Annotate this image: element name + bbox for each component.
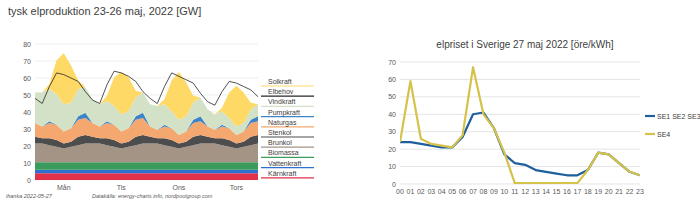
legend-swatch [645, 133, 655, 135]
x-tick-label: 06 [459, 188, 467, 195]
x-tick-label: 00 [396, 188, 404, 195]
x-tick-label: 15 [553, 188, 561, 195]
y-tick-label: 50 [388, 93, 396, 100]
x-tick-label: 11 [511, 188, 518, 195]
x-tick-label: 18 [584, 188, 592, 195]
grid-line [400, 62, 640, 63]
y-tick-label: 40 [388, 111, 396, 118]
legend-swatch [261, 157, 314, 158]
legend-label: Kärnkraft [268, 170, 296, 177]
legend-label: Solkraft [268, 78, 292, 85]
grid-line [400, 166, 640, 167]
title: tysk elproduktion 23-26 maj, 2022 [GW] [8, 5, 201, 17]
y-tick-label: 30 [388, 128, 396, 135]
area [35, 173, 258, 180]
x-tick-label: Tis [117, 184, 127, 191]
area [35, 170, 258, 173]
legend-swatch [261, 136, 314, 137]
area [35, 162, 258, 170]
legend: Solkraft Elbehov Vindkraft Pumpkraft Naturga… [261, 78, 314, 178]
x-tick-label: 08 [480, 188, 488, 195]
x-tick-label: 16 [563, 188, 571, 195]
legend-label: SE1 SE2 SE3 [657, 113, 700, 120]
legend-label: Brunkol [268, 139, 292, 146]
y-tick-label: 20 [23, 143, 31, 150]
x-tick-label: 14 [542, 188, 550, 195]
grid-line [400, 96, 640, 97]
annotation: ihanka 2022-05-27 [6, 193, 53, 199]
x-tick-label: Mån [57, 184, 71, 191]
y-tick-label: 30 [23, 126, 31, 133]
x-tick-label: Tors [230, 184, 244, 191]
y-tick-label: 60 [388, 76, 396, 83]
x-tick-label: 13 [532, 188, 540, 195]
line [400, 67, 640, 183]
legend-label: Biomassa [268, 149, 299, 156]
legend-label: Vindkraft [268, 98, 296, 105]
legend-swatch [261, 85, 314, 86]
y-tick-label: 20 [388, 146, 396, 153]
grid-line [400, 79, 640, 80]
chart: tysk elproduktion 23-26 maj, 2022 [GW] 0 1… [6, 5, 314, 199]
y-tick-label: 10 [23, 160, 31, 167]
chart: elpriset i Sverige 27 maj 2022 [öre/kWh]… [388, 39, 700, 195]
grid-line [35, 44, 258, 45]
title: elpriset i Sverige 27 maj 2022 [öre/kWh] [436, 39, 614, 50]
y-tick-label: 70 [23, 58, 31, 65]
y-tick-label: 0 [27, 177, 31, 184]
y-tick-label: 60 [23, 75, 31, 82]
legend-label: Stenkol [268, 129, 292, 136]
legend-swatch [261, 147, 314, 148]
y-tick-label: 0 [392, 181, 396, 188]
y-tick-label: 40 [23, 109, 31, 116]
legend-swatch [261, 167, 314, 168]
x-tick-label: 02 [417, 188, 425, 195]
x-tick-label: 19 [594, 188, 602, 195]
legend-swatch [261, 116, 314, 117]
x-tick-label: 10 [500, 188, 508, 195]
area [35, 53, 258, 126]
x-tick-label: 07 [469, 188, 477, 195]
x-tick-label: 04 [438, 188, 446, 195]
x-tick-label: 23 [636, 188, 644, 195]
x-tick-label: 17 [573, 188, 581, 195]
grid-line [400, 114, 640, 115]
x-tick-label: 20 [605, 188, 613, 195]
x-tick-label: Ons [172, 184, 185, 191]
legend-swatch [261, 177, 314, 178]
x-tick-label: 21 [615, 188, 623, 195]
legend-swatch [261, 126, 314, 127]
grid-line [400, 149, 640, 150]
legend-label: Naturgas [268, 119, 297, 127]
y-tick-label: 70 [388, 59, 396, 66]
legend-swatch [261, 106, 314, 107]
line [35, 71, 258, 105]
legend-label: Vattenkraft [268, 160, 301, 167]
legend-label: Pumpkraft [268, 109, 300, 117]
grid-line [400, 131, 640, 132]
legend-label: Elbehov [268, 88, 294, 95]
legend: SE1 SE2 SE3 SE4 [645, 113, 700, 138]
legend-label: SE4 [657, 131, 670, 138]
x-tick-label: 03 [427, 188, 435, 195]
annotation: Datakälla: energy-charts.info, nordpoolg… [92, 193, 213, 199]
y-tick-label: 50 [23, 92, 31, 99]
legend-swatch [645, 115, 655, 117]
canvas: tysk elproduktion 23-26 maj, 2022 [GW]01… [0, 0, 700, 201]
x-tick-label: 09 [490, 188, 498, 195]
y-tick-label: 80 [23, 41, 31, 48]
x-tick-label: 05 [448, 188, 456, 195]
plot-area [35, 53, 258, 180]
x-tick-label: 12 [521, 188, 529, 195]
y-tick-label: 10 [388, 163, 396, 170]
x-tick-label: 01 [407, 188, 415, 195]
legend-swatch [261, 96, 314, 97]
x-tick-label: 22 [626, 188, 634, 195]
plot-area [400, 67, 640, 183]
